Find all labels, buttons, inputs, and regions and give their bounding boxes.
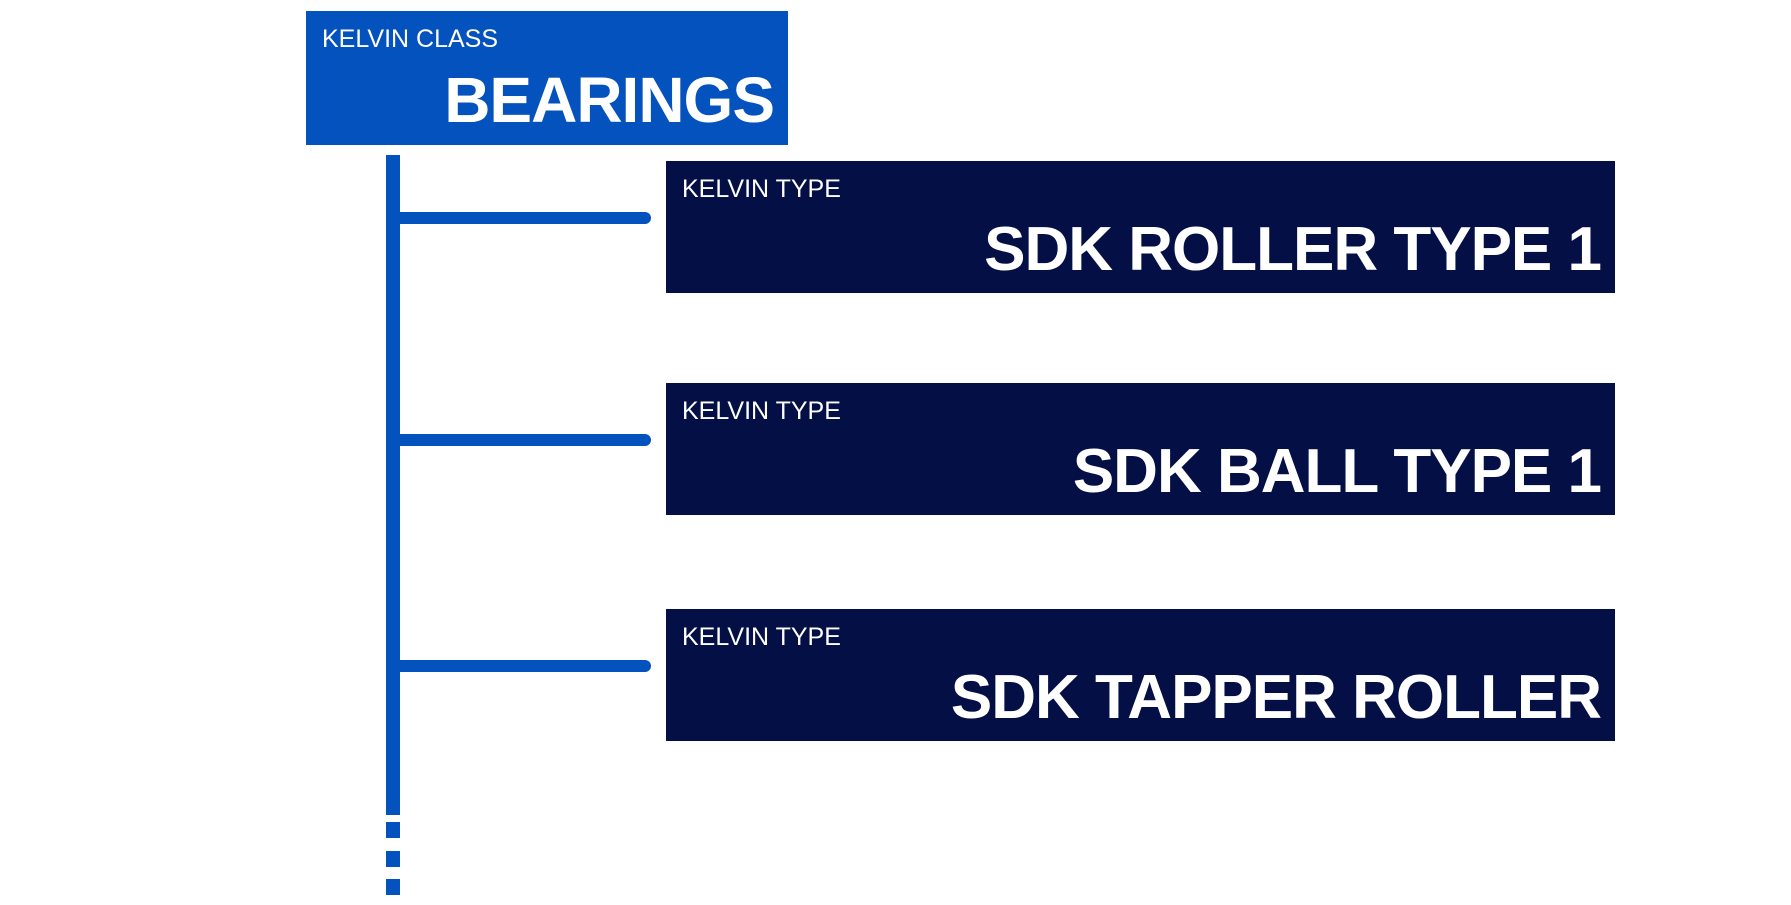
trunk-dash — [386, 851, 400, 867]
type-box: KELVIN TYPE SDK TAPPER ROLLER — [666, 609, 1615, 741]
class-box: KELVIN CLASS BEARINGS — [306, 11, 788, 145]
type-box: KELVIN TYPE SDK ROLLER TYPE 1 — [666, 161, 1615, 293]
class-label: KELVIN CLASS — [322, 25, 499, 53]
type-name: SDK ROLLER TYPE 1 — [984, 215, 1602, 284]
class-title: BEARINGS — [444, 64, 775, 136]
type-label: KELVIN TYPE — [682, 175, 841, 203]
type-label: KELVIN TYPE — [682, 397, 841, 425]
type-name: SDK BALL TYPE 1 — [1072, 437, 1602, 506]
trunk-dash — [386, 879, 400, 895]
trunk-line — [386, 155, 400, 815]
type-box: KELVIN TYPE SDK BALL TYPE 1 — [666, 383, 1615, 515]
type-label: KELVIN TYPE — [682, 623, 841, 651]
trunk-dash — [386, 822, 400, 838]
type-name: SDK TAPPER ROLLER — [950, 663, 1602, 732]
